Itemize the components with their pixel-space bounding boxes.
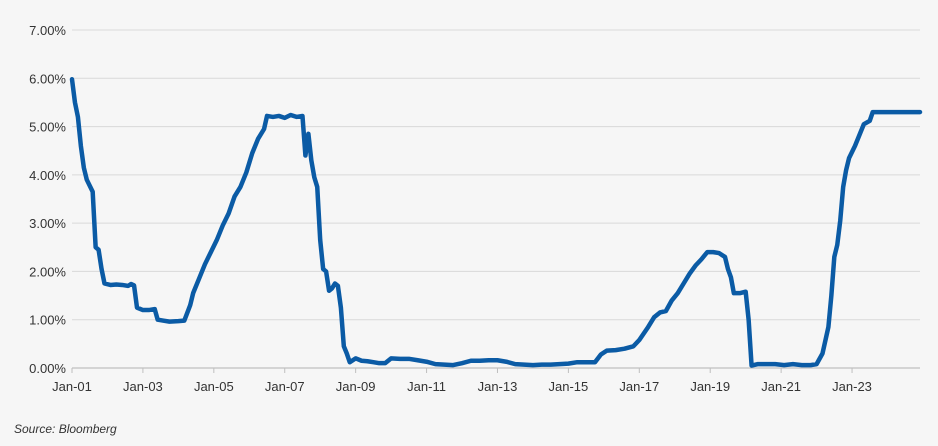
y-tick-label: 4.00% <box>29 168 66 183</box>
y-tick-label: 5.00% <box>29 120 66 135</box>
series-layer <box>69 77 923 368</box>
x-tick-label: Jan-05 <box>194 379 234 394</box>
x-tick-label: Jan-23 <box>832 379 872 394</box>
y-tick-label: 1.00% <box>29 313 66 328</box>
x-axis-labels: Jan-01 Jan-03 Jan-05 Jan-07 Jan-09 Jan-11 Jan-… <box>52 379 872 394</box>
x-tick-label: Jan-11 <box>407 379 446 394</box>
x-axis <box>71 367 920 373</box>
y-tick-label: 0.00% <box>29 361 66 376</box>
x-tick-label: Jan-09 <box>336 379 376 394</box>
x-tick-label: Jan-21 <box>761 379 801 394</box>
y-tick-label: 3.00% <box>29 216 66 231</box>
x-tick-label: Jan-01 <box>52 379 92 394</box>
x-tick-label: Jan-17 <box>619 379 659 394</box>
x-tick-label: Jan-15 <box>549 379 589 394</box>
x-tick-label: Jan-13 <box>478 379 518 394</box>
y-axis-labels: 0.00% 1.00% 2.00% 3.00% 4.00% 5.00% 6.00% 7.00% <box>29 23 66 376</box>
series-line-0 <box>69 77 923 368</box>
y-tick-label: 2.00% <box>29 264 66 279</box>
x-tick-label: Jan-03 <box>123 379 163 394</box>
x-tick-label: Jan-19 <box>690 379 730 394</box>
x-tick-label: Jan-07 <box>265 379 305 394</box>
y-tick-label: 6.00% <box>29 71 66 86</box>
y-tick-label: 7.00% <box>29 23 66 38</box>
source-note: Source: Bloomberg <box>14 422 117 436</box>
gridlines <box>72 29 920 321</box>
